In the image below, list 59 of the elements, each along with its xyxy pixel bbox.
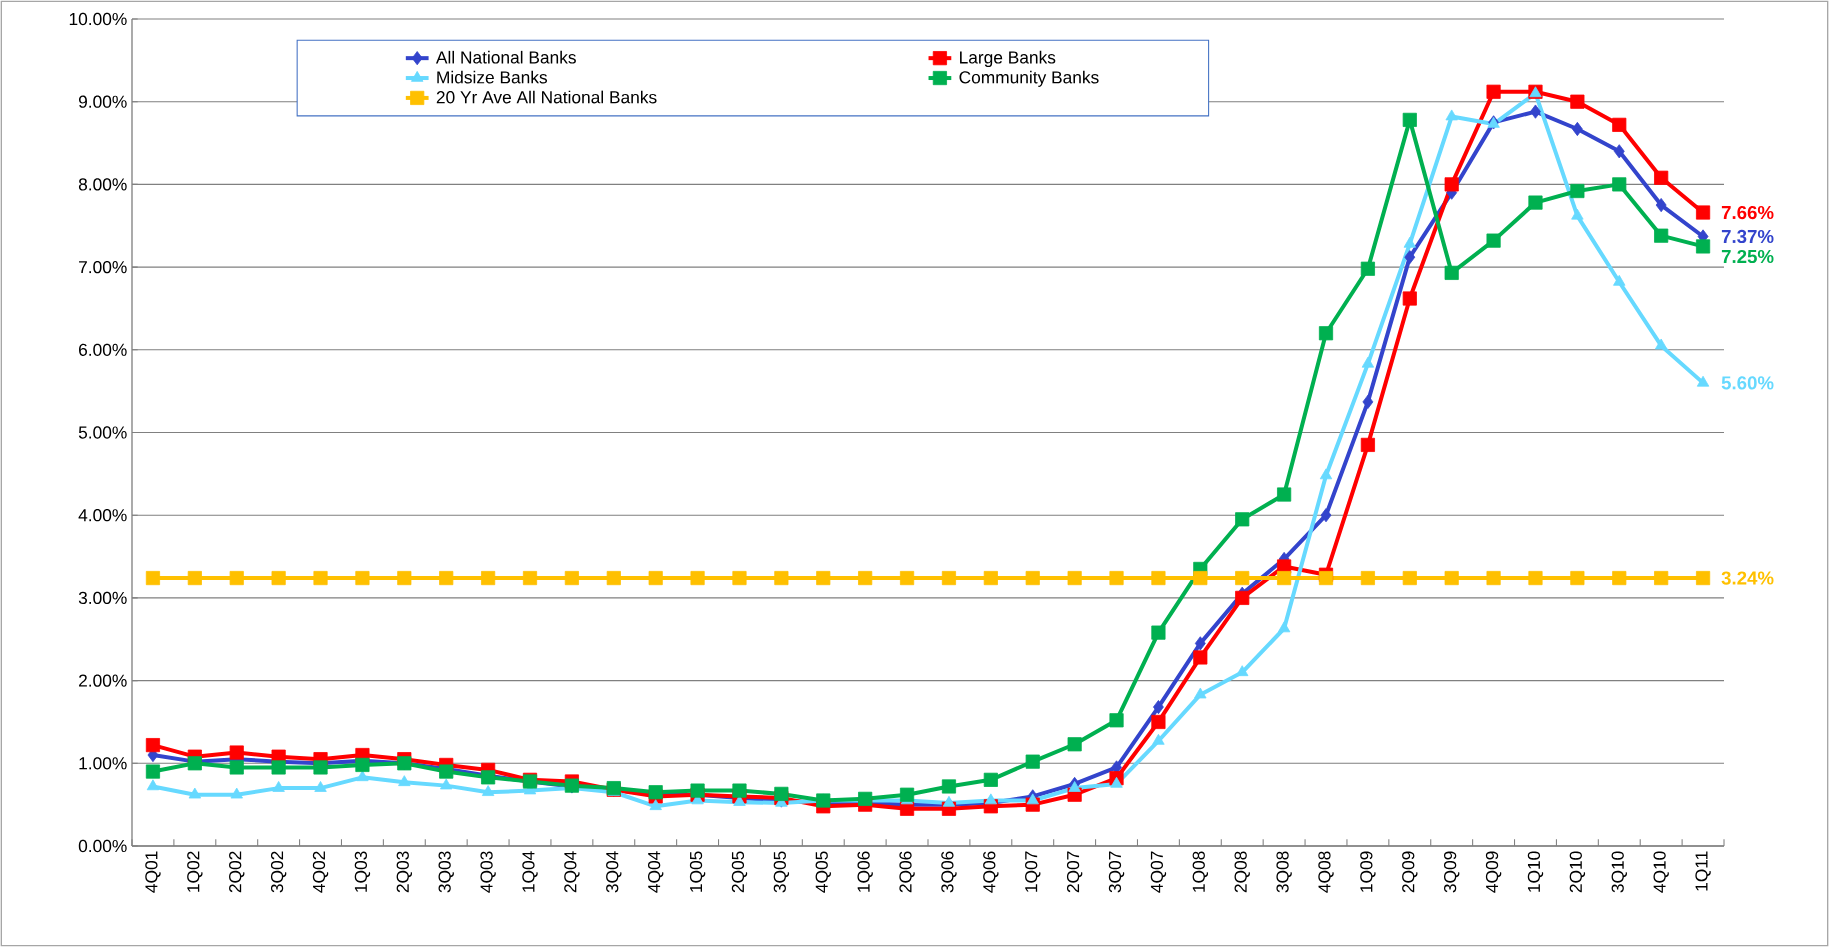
x-tick-label: 3Q07 <box>1108 851 1125 893</box>
x-tick-label: 2Q02 <box>229 851 245 893</box>
legend-label: All National Banks <box>435 50 576 64</box>
x-tick-label: 1Q03 <box>354 851 371 892</box>
y-tick-label: 9.00% <box>78 95 127 108</box>
y-tick-label: 5.00% <box>78 426 127 439</box>
y-tick-label: 0.00% <box>78 839 127 853</box>
x-tick-label: 3Q04 <box>606 851 622 893</box>
data-label: 7.25% <box>1721 249 1774 264</box>
y-tick-label: 2.00% <box>79 674 127 687</box>
x-tick-label: 4Q05 <box>815 851 831 893</box>
x-tick-label: 4Q03 <box>480 851 496 893</box>
x-tick-label: 1Q02 <box>187 851 203 892</box>
x-tick-label: 4Q06 <box>983 851 999 893</box>
x-tick-label: 4Q04 <box>647 851 664 893</box>
x-tick-label: 4Q02 <box>312 851 329 893</box>
legend-label: 20 Yr Ave All National Banks <box>436 90 657 104</box>
y-tick-label: 1.00% <box>79 757 127 770</box>
legend-label: Midsize Banks <box>437 70 548 84</box>
legend-label: Community Banks <box>959 70 1099 87</box>
data-label: 5.60% <box>1721 376 1774 390</box>
legend-label: Large Banks <box>960 50 1056 68</box>
data-label: 3.24% <box>1721 571 1774 585</box>
x-tick-label: 2Q05 <box>731 851 748 893</box>
x-tick-label: 2Q08 <box>1234 851 1250 893</box>
y-tick-label: 3.00% <box>78 591 127 605</box>
x-tick-label: 3Q05 <box>773 851 790 893</box>
x-tick-label: 3Q03 <box>438 851 454 893</box>
x-tick-label: 1Q04 <box>522 851 538 892</box>
x-tick-label: 1Q09 <box>1360 851 1376 892</box>
y-tick-label: 10.00% <box>69 12 127 26</box>
x-tick-label: 1Q08 <box>1192 851 1209 892</box>
x-tick-label: 4Q08 <box>1318 851 1334 893</box>
data-label: 7.37% <box>1721 229 1774 244</box>
x-tick-label: 2Q03 <box>396 851 413 893</box>
x-tick-label: 3Q09 <box>1443 851 1460 893</box>
x-tick-label: 2Q10 <box>1569 851 1586 893</box>
y-tick-label: 6.00% <box>79 343 127 356</box>
data-label: 7.66% <box>1721 205 1774 220</box>
x-tick-label: 1Q07 <box>1025 851 1041 892</box>
x-tick-label: 2Q09 <box>1402 851 1418 893</box>
x-tick-label: 4Q09 <box>1485 851 1502 893</box>
y-tick-label: 7.00% <box>79 260 127 274</box>
x-tick-label: 3Q02 <box>270 851 287 893</box>
x-tick-label: 4Q10 <box>1653 851 1669 893</box>
x-tick-label: 1Q10 <box>1527 851 1544 892</box>
x-tick-label: 3Q06 <box>941 851 957 893</box>
x-tick-label: 1Q06 <box>857 851 873 892</box>
x-tick-label: 3Q08 <box>1276 851 1292 893</box>
x-tick-label: 4Q07 <box>1150 851 1167 893</box>
y-tick-label: 4.00% <box>78 509 127 522</box>
x-tick-label: 2Q06 <box>899 851 915 893</box>
x-tick-label: 3Q10 <box>1611 851 1627 893</box>
x-tick-label: 1Q05 <box>689 851 706 892</box>
x-tick-label: 4Q01 <box>145 851 161 893</box>
x-tick-label: 2Q04 <box>564 851 580 893</box>
x-tick-label: 2Q07 <box>1066 851 1083 893</box>
x-tick-label: 1Q11 <box>1695 851 1711 891</box>
y-tick-label: 8.00% <box>78 178 127 191</box>
